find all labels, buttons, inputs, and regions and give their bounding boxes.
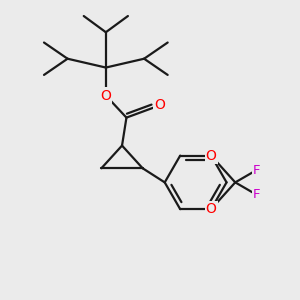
Text: O: O [206, 202, 217, 216]
Text: O: O [100, 88, 111, 103]
Text: O: O [154, 98, 165, 112]
Text: F: F [253, 188, 260, 201]
Text: O: O [206, 148, 217, 163]
Text: F: F [253, 164, 260, 176]
